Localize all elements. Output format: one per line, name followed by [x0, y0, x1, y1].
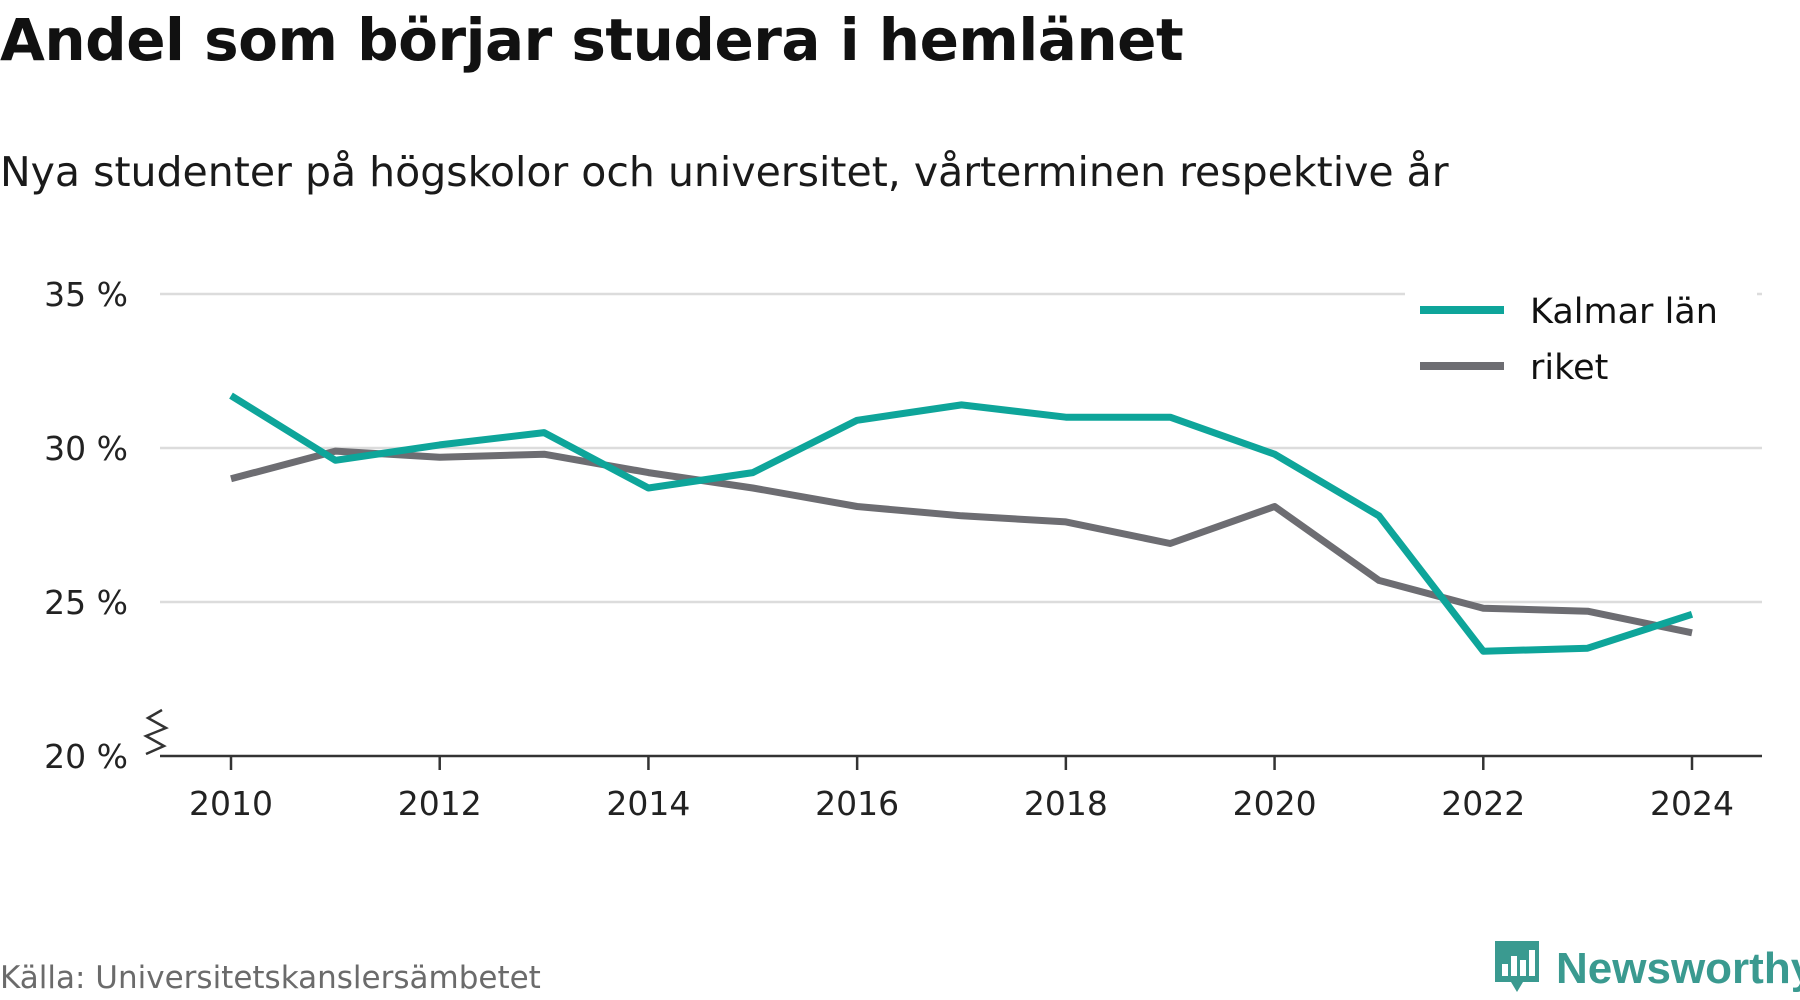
legend-label: riket [1530, 348, 1608, 388]
series-line [230, 447, 1693, 637]
chart-title: Andel som börjar studera i hemlänet [0, 6, 1184, 74]
x-tick-label: 2020 [1233, 784, 1317, 823]
source-note: Källa: Universitetskanslersämbetet [0, 960, 541, 996]
legend-label: Kalmar län [1530, 292, 1718, 332]
x-tick-label: 2014 [606, 784, 690, 823]
brand-name: Newsworthy [1556, 944, 1800, 993]
x-tick-label: 2024 [1650, 784, 1734, 823]
series-line [229, 392, 1694, 655]
y-tick-label: 25 % [44, 583, 128, 622]
brand-logo[interactable]: Newsworthy [1492, 938, 1800, 1000]
y-tick-label: 30 % [44, 429, 128, 468]
y-axis: 20 % 25 % 30 % 35 % [44, 275, 128, 776]
legend-background [1405, 280, 1757, 398]
y-tick-label: 20 % [44, 737, 128, 776]
newsworthy-logo-icon [1492, 938, 1542, 1000]
x-tick-label: 2012 [398, 784, 482, 823]
x-tick-label: 2010 [189, 784, 273, 823]
axis-break-icon [143, 708, 169, 756]
x-axis: 2010 2012 2014 2016 2018 2020 2022 2024 [143, 708, 1762, 823]
x-tick-label: 2016 [815, 784, 899, 823]
chart-subtitle: Nya studenter på högskolor och universit… [0, 148, 1449, 196]
y-tick-label: 35 % [44, 275, 128, 314]
legend: Kalmar län riket [1405, 280, 1757, 398]
x-tick-label: 2022 [1441, 784, 1525, 823]
x-tick-label: 2018 [1024, 784, 1108, 823]
series-lines [229, 392, 1694, 655]
